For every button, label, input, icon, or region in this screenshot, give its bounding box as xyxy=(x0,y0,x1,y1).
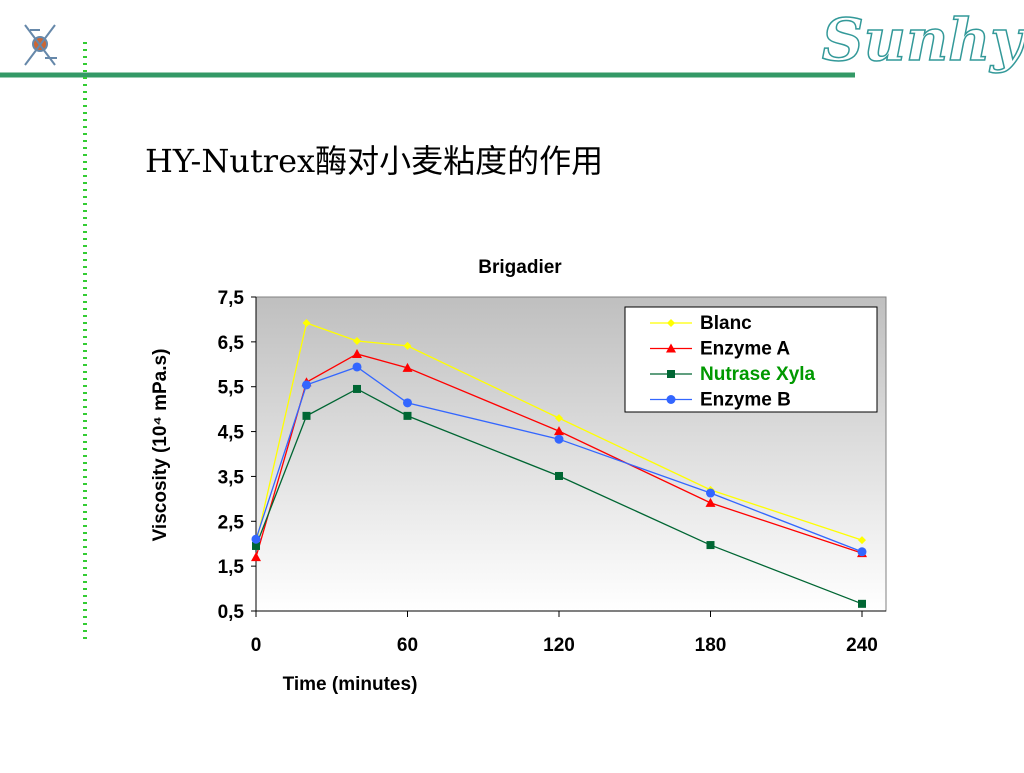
marker xyxy=(706,541,715,550)
x-axis-label: Time (minutes) xyxy=(283,674,418,695)
marker xyxy=(706,488,715,498)
marker xyxy=(403,398,412,408)
legend-marker xyxy=(667,319,675,327)
legend-marker xyxy=(666,395,676,404)
marker xyxy=(353,384,361,393)
marker xyxy=(402,362,413,372)
marker xyxy=(555,414,563,423)
legend-label: Enzyme A xyxy=(700,339,790,360)
legend-label: Enzyme B xyxy=(700,390,791,411)
marker xyxy=(251,534,261,544)
x-tick-label: 60 xyxy=(397,635,418,656)
marker xyxy=(705,497,716,507)
x-tick-label: 0 xyxy=(251,635,262,656)
legend-marker xyxy=(667,370,675,378)
legend xyxy=(624,306,878,413)
marker xyxy=(555,471,563,480)
marker xyxy=(403,411,412,420)
marker xyxy=(858,599,866,608)
y-tick-label: 0,5 xyxy=(218,602,245,623)
legend-label: Blanc xyxy=(700,313,752,334)
y-tick-label: 4,5 xyxy=(218,423,245,444)
marker xyxy=(302,380,311,390)
y-tick-label: 6,5 xyxy=(218,333,245,354)
marker xyxy=(857,547,867,557)
y-tick-label: 1,5 xyxy=(218,557,245,578)
legend-marker xyxy=(666,343,676,353)
marker xyxy=(858,536,866,545)
x-tick-label: 240 xyxy=(846,635,878,656)
marker xyxy=(403,341,412,350)
y-tick-label: 7,5 xyxy=(218,288,245,309)
logo-text: Sunhy xyxy=(822,6,1024,74)
legend-label: Nutrase Xyla xyxy=(700,364,816,385)
marker xyxy=(251,552,261,562)
y-axis-label: Viscosity (10⁴ mPa.s) xyxy=(150,349,171,542)
marker xyxy=(352,348,362,358)
y-tick-label: 2,5 xyxy=(218,512,245,533)
x-tick-label: 120 xyxy=(543,635,575,656)
logo-icon xyxy=(24,24,57,66)
marker xyxy=(302,411,311,420)
marker xyxy=(554,426,564,436)
x-tick-label: 180 xyxy=(695,635,727,656)
marker xyxy=(353,336,361,345)
marker xyxy=(352,362,362,372)
y-tick-label: 5,5 xyxy=(218,378,245,399)
chart-title: Brigadier xyxy=(478,257,562,278)
marker xyxy=(554,434,564,444)
y-tick-label: 3,5 xyxy=(218,467,245,488)
slide-title: HY-Nutrex酶对小麦粘度的作用 xyxy=(145,142,603,180)
marker xyxy=(302,319,311,328)
marker xyxy=(252,541,260,550)
